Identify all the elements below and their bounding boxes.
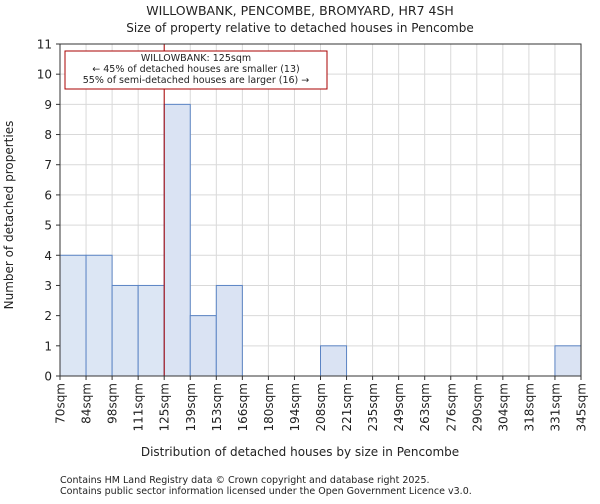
- x-tick-label: 276sqm: [444, 383, 458, 431]
- annotation-smaller: ← 45% of detached houses are smaller (13…: [92, 64, 299, 75]
- histogram-bar: [59, 254, 87, 377]
- bars: [59, 103, 582, 377]
- y-tick-label: 5: [44, 219, 52, 233]
- x-tick-label: 98sqm: [106, 383, 120, 424]
- x-tick-label: 194sqm: [288, 383, 302, 431]
- footer-copyright: Contains HM Land Registry data © Crown c…: [60, 475, 430, 486]
- histogram-bar: [163, 103, 191, 377]
- y-tick-label: 1: [44, 339, 52, 353]
- annotation-box: WILLOWBANK: 125sqm ← 45% of detached hou…: [64, 50, 328, 90]
- x-tick-label: 290sqm: [470, 383, 484, 431]
- x-tick-label: 70sqm: [54, 383, 68, 424]
- y-tick-label: 9: [44, 98, 52, 112]
- x-tick-label: 139sqm: [184, 383, 198, 431]
- x-tick-label: 208sqm: [314, 383, 328, 431]
- x-tick-labels: 70sqm 84sqm 98sqm 111sqm 125sqm 139sqm 153sqm 1…: [54, 376, 589, 431]
- y-tick-label: 7: [44, 158, 52, 172]
- histogram-bar: [320, 345, 348, 377]
- y-tick-label: 0: [44, 370, 52, 384]
- x-tick-label: 235sqm: [366, 383, 380, 431]
- x-tick-label: 180sqm: [262, 383, 276, 431]
- histogram-bar: [137, 284, 165, 377]
- x-tick-label: 249sqm: [392, 383, 406, 431]
- x-tick-label: 166sqm: [236, 383, 250, 431]
- y-tick-label: 4: [44, 249, 52, 263]
- x-tick-label: 84sqm: [80, 383, 94, 424]
- x-tick-label: 153sqm: [210, 383, 224, 431]
- y-axis-label: Number of detached properties: [2, 121, 16, 310]
- x-tick-label: 331sqm: [548, 383, 562, 431]
- y-tick-label: 2: [44, 309, 52, 323]
- chart-subtitle: Size of property relative to detached ho…: [126, 21, 473, 35]
- annotation-title: WILLOWBANK: 125sqm: [141, 53, 251, 64]
- y-tick-label: 8: [44, 128, 52, 142]
- x-tick-label: 111sqm: [132, 383, 146, 431]
- annotation-rect: [64, 50, 328, 90]
- x-tick-label: 304sqm: [496, 383, 510, 431]
- x-tick-label: 318sqm: [522, 383, 536, 431]
- histogram-bar: [111, 284, 139, 377]
- histogram-bar: [85, 254, 113, 377]
- y-tick-label: 10: [37, 68, 52, 82]
- y-tick-label: 3: [44, 279, 52, 293]
- x-axis-label: Distribution of detached houses by size …: [141, 445, 459, 459]
- y-tick-labels: 0 1 2 3 4 5 6 7 8 9 10 11: [37, 38, 60, 384]
- chart-title: WILLOWBANK, PENCOMBE, BROMYARD, HR7 4SH: [146, 3, 454, 18]
- y-tick-label: 6: [44, 188, 52, 202]
- annotation-larger: 55% of semi-detached houses are larger (…: [83, 75, 310, 86]
- x-tick-label: 221sqm: [340, 383, 354, 431]
- histogram-bar: [554, 345, 582, 377]
- histogram-bar: [215, 284, 243, 377]
- x-tick-label: 345sqm: [575, 383, 589, 431]
- histogram-bar: [189, 315, 217, 377]
- footer-licence: Contains public sector information licen…: [60, 486, 472, 497]
- y-tick-label: 11: [37, 38, 52, 52]
- x-tick-label: 125sqm: [158, 383, 172, 431]
- x-tick-label: 263sqm: [418, 383, 432, 431]
